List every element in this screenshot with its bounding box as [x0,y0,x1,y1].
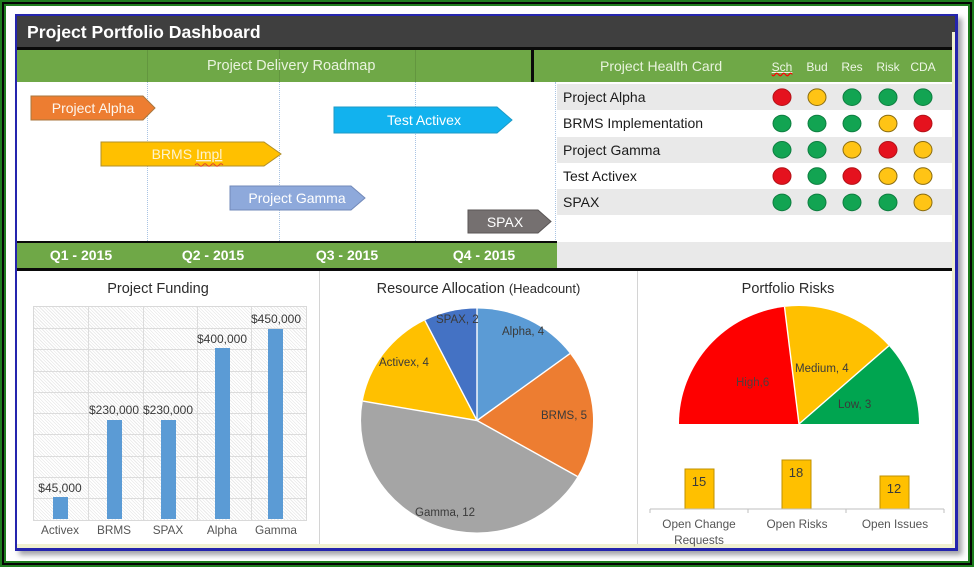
svg-text:Test Activex: Test Activex [387,112,461,128]
svg-text:Project Alpha: Project Alpha [52,100,135,116]
svg-text:18: 18 [789,465,803,480]
svg-text:SPAX: SPAX [487,214,524,230]
svg-text:BRMS Impl: BRMS Impl [152,146,223,162]
svg-text:Project Gamma: Project Gamma [248,190,345,206]
svg-text:15: 15 [692,474,706,489]
svg-text:12: 12 [887,481,901,496]
